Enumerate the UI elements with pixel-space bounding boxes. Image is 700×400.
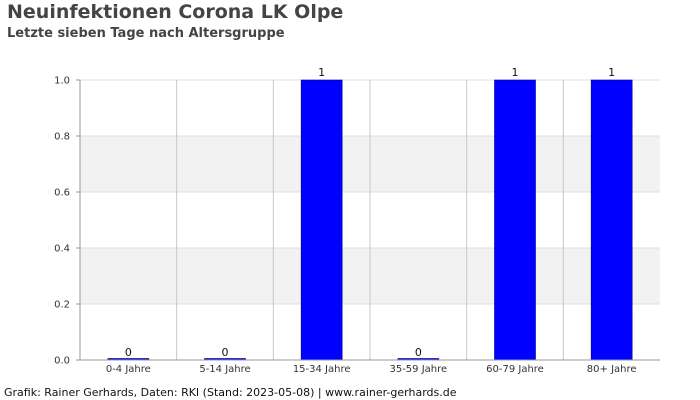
y-tick-label: 0.8 xyxy=(54,132,70,143)
x-tick-label: 80+ Jahre xyxy=(587,364,637,375)
bar xyxy=(590,79,633,361)
x-tick-label: 15-34 Jahre xyxy=(293,364,351,375)
y-tick-label: 1.0 xyxy=(54,76,70,87)
x-tick-label: 0-4 Jahre xyxy=(106,364,151,375)
source-footer: Grafik: Rainer Gerhards, Daten: RKI (Sta… xyxy=(4,386,457,399)
data-label: 0 xyxy=(125,346,132,359)
chart-subtitle: Letzte sieben Tage nach Altersgruppe xyxy=(7,26,285,41)
chart-title: Neuinfektionen Corona LK Olpe xyxy=(7,1,344,23)
data-labels: 0 0 1 0 1 1 xyxy=(125,66,615,359)
bar xyxy=(494,79,536,361)
x-tick-label: 35-59 Jahre xyxy=(389,364,447,375)
bar xyxy=(300,79,343,361)
data-label: 0 xyxy=(222,346,229,359)
bar-series xyxy=(107,79,633,361)
y-axis-ticks: 0.0 0.2 0.4 0.6 0.8 1.0 xyxy=(54,76,80,367)
x-tick-label: 5-14 Jahre xyxy=(199,364,250,375)
axes xyxy=(79,80,660,361)
y-tick-label: 0.0 xyxy=(54,356,70,367)
x-axis-labels: 0-4 Jahre 5-14 Jahre 15-34 Jahre 35-59 Jahr… xyxy=(106,364,637,375)
y-tick-label: 0.6 xyxy=(54,188,70,199)
x-tick-label: 60-79 Jahre xyxy=(486,364,544,375)
data-label: 1 xyxy=(512,66,519,79)
data-label: 0 xyxy=(415,346,422,359)
data-label: 1 xyxy=(318,66,325,79)
vertical-gridlines xyxy=(176,80,564,360)
data-label: 1 xyxy=(608,66,615,79)
y-tick-label: 0.4 xyxy=(54,244,70,255)
y-tick-label: 0.2 xyxy=(54,300,70,311)
